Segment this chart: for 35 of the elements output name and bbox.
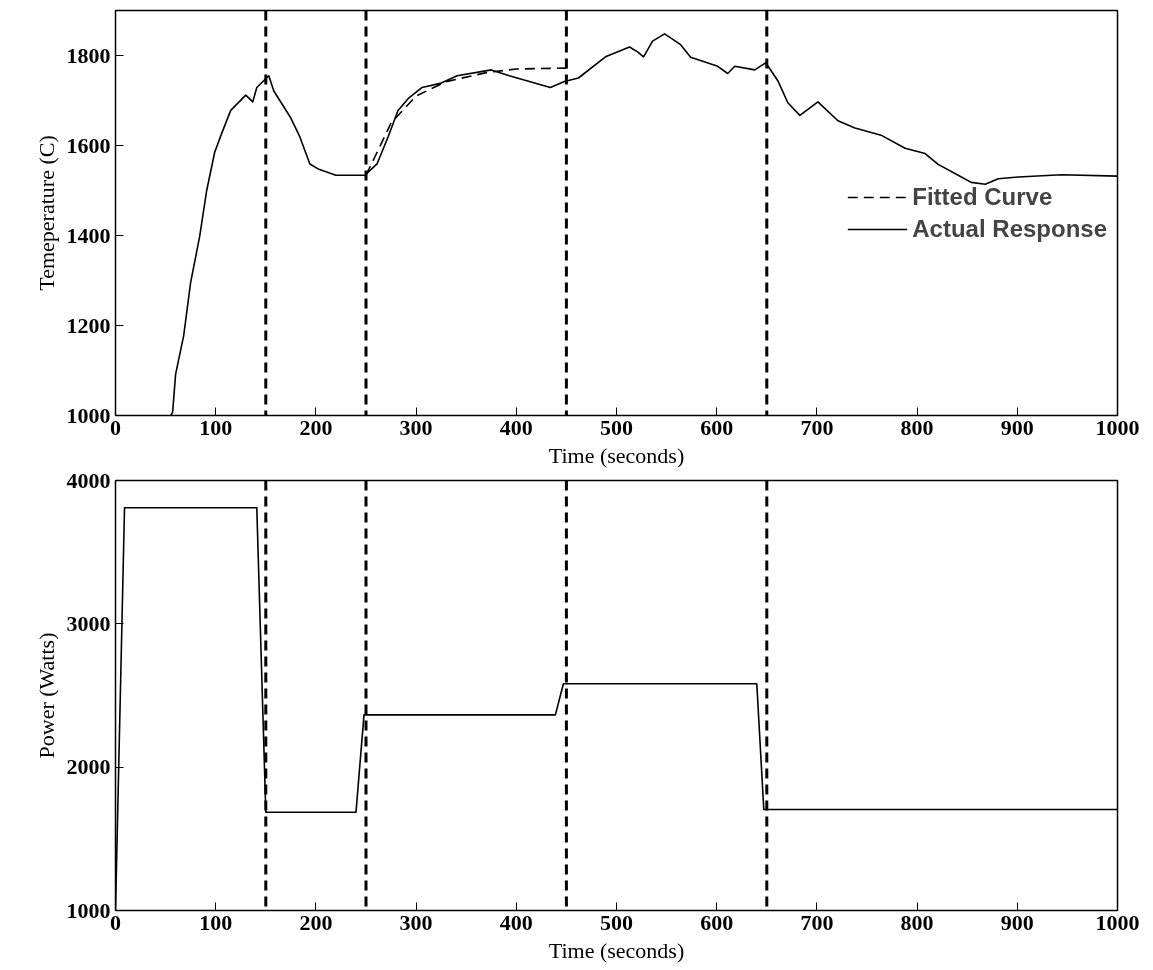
y-tick-label: 2000 [66, 754, 111, 780]
x-tick-label: 600 [700, 909, 734, 935]
x-tick-label: 500 [600, 909, 633, 935]
x-tick-label: 900 [1000, 414, 1034, 440]
y-tick-label: 1600 [66, 132, 111, 158]
x-tick-label: 600 [700, 414, 734, 440]
x-tick-label: 1000 [1095, 414, 1140, 440]
x-tick-label: 900 [1000, 909, 1034, 935]
x-tick-label: 200 [299, 414, 333, 440]
x-tick-label: 1000 [1095, 909, 1140, 935]
x-tick-label: 300 [399, 909, 433, 935]
x-tick-label: 400 [499, 909, 533, 935]
x-tick-label: 700 [800, 909, 834, 935]
y-tick-label: 1400 [66, 222, 111, 248]
x-tick-label: 800 [900, 909, 934, 935]
x-axis-title: Time (seconds) [548, 937, 685, 963]
y-tick-label: 1200 [66, 312, 111, 338]
x-tick-label: 200 [299, 909, 333, 935]
legend-label: Fitted Curve [912, 182, 1053, 211]
x-tick-label: 700 [800, 414, 834, 440]
legend-label: Actual Response [912, 214, 1107, 243]
x-tick-label: 300 [399, 414, 433, 440]
x-axis-title: Time (seconds) [548, 442, 685, 468]
x-tick-label: 0 [110, 909, 121, 935]
y-axis-title: Temeperature (C) [33, 135, 59, 291]
y-tick-label: 3000 [66, 610, 111, 636]
y-axis-title: Power (Watts) [33, 632, 59, 759]
x-tick-label: 500 [600, 414, 633, 440]
x-tick-label: 100 [199, 909, 233, 935]
y-tick-label: 4000 [66, 467, 111, 493]
y-tick-label: 1800 [66, 42, 111, 68]
x-tick-label: 400 [499, 414, 533, 440]
x-tick-label: 100 [199, 414, 233, 440]
x-tick-label: 800 [900, 414, 934, 440]
x-tick-label: 0 [110, 414, 121, 440]
